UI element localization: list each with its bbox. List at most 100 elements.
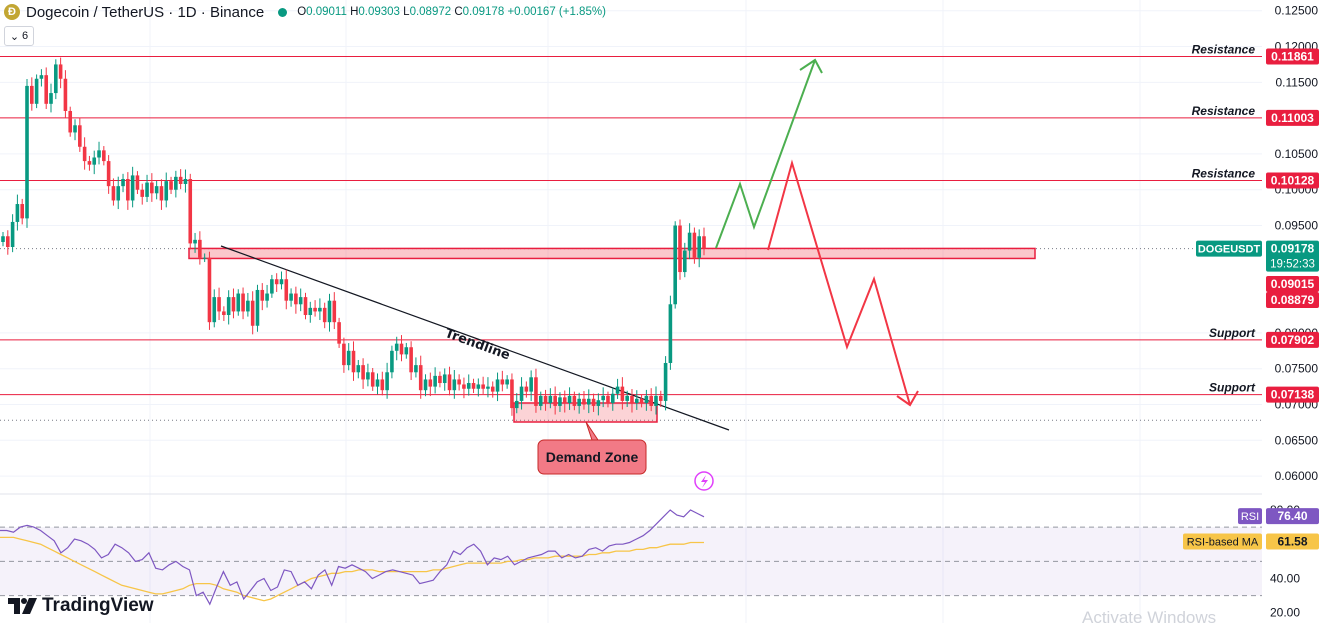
- candle: [289, 288, 293, 307]
- candle-body: [582, 398, 586, 405]
- tradingview-logo[interactable]: TradingView: [8, 595, 154, 617]
- candle: [150, 173, 154, 202]
- candle: [490, 381, 495, 398]
- candle: [519, 377, 524, 410]
- candle: [658, 390, 663, 407]
- candle: [452, 369, 457, 399]
- candle: [457, 374, 461, 391]
- candle-body: [543, 395, 548, 404]
- lightning-icon[interactable]: [694, 471, 714, 491]
- level-price-tag: 0.11861: [1271, 49, 1314, 63]
- candle: [284, 269, 289, 310]
- candle-body: [49, 93, 53, 104]
- candle: [438, 371, 442, 388]
- candle-body: [226, 297, 231, 316]
- candle: [126, 172, 130, 210]
- candle: [20, 198, 25, 225]
- candle: [500, 370, 505, 392]
- candle: [73, 119, 77, 141]
- chevron-down-icon: ⌄: [9, 30, 20, 43]
- candle: [231, 288, 236, 319]
- price-tick-label: 0.12500: [1275, 4, 1319, 18]
- candle-body: [702, 236, 706, 249]
- candle: [298, 288, 303, 312]
- candle: [663, 356, 668, 411]
- collapse-indicators-button[interactable]: ⌄ 6: [4, 26, 34, 46]
- candle-body: [322, 307, 327, 323]
- candle: [337, 317, 341, 348]
- tradingview-mark-icon: [8, 598, 37, 614]
- candle: [135, 171, 140, 195]
- level-price-tag: 0.11003: [1271, 111, 1314, 125]
- candle-body: [591, 398, 596, 406]
- level-price-tag-bg: [1266, 109, 1319, 126]
- candle-body: [428, 379, 433, 387]
- demand-zone-callout: Demand Zone: [537, 421, 647, 475]
- candle-body: [193, 239, 197, 244]
- candle-body: [380, 379, 385, 391]
- level-lines: Resistance Resistance Resistance Support Sup…: [0, 42, 1262, 396]
- rsi-ma-name-tag: RSI-based MA: [1187, 537, 1259, 549]
- candle-body: [423, 379, 428, 391]
- candle: [193, 232, 197, 253]
- candle-body: [668, 304, 673, 363]
- market-open-status-icon: [278, 7, 288, 17]
- candle: [399, 335, 404, 362]
- candle: [423, 374, 428, 397]
- candle: [255, 284, 260, 332]
- candle: [145, 174, 149, 203]
- candle: [82, 137, 87, 170]
- candle-body: [111, 186, 116, 201]
- candle-body: [169, 181, 173, 190]
- candle: [385, 362, 389, 399]
- candle: [140, 183, 145, 205]
- trendline-label: Trendline: [443, 326, 512, 363]
- candle-body: [97, 150, 101, 158]
- candle-body: [620, 386, 625, 401]
- candle-body: [500, 379, 505, 385]
- candle: [366, 363, 370, 387]
- candle-body: [231, 297, 236, 312]
- candle-body: [572, 395, 577, 406]
- candle: [639, 394, 644, 408]
- candle-body: [615, 386, 620, 394]
- level-label: Support: [1209, 326, 1256, 340]
- candle-body: [78, 125, 82, 147]
- candle-body: [673, 225, 677, 305]
- candle: [370, 367, 375, 391]
- candle-body: [342, 343, 346, 366]
- level-price-tag-bg: [1266, 48, 1319, 65]
- candle-body: [10, 221, 15, 247]
- candle-body: [121, 178, 125, 187]
- candle: [476, 378, 481, 397]
- candle: [332, 292, 337, 330]
- candle: [294, 286, 298, 314]
- candle: [428, 372, 433, 397]
- candle: [279, 271, 284, 290]
- rsi-panel: [0, 509, 1262, 606]
- candle: [702, 227, 706, 256]
- candle-body: [87, 161, 92, 165]
- candle-body: [634, 398, 639, 404]
- rsi-ma-name-tag-bg: [1183, 533, 1262, 550]
- symbol-title[interactable]: Dogecoin / TetherUS · 1D · Binance: [26, 3, 265, 21]
- candle-body: [433, 375, 437, 387]
- zone-bottom-price-tag-bg: [1266, 292, 1319, 308]
- candle-body: [34, 78, 39, 104]
- candle-body: [73, 125, 77, 133]
- candle-body: [356, 365, 361, 373]
- candle: [558, 392, 562, 412]
- candle: [164, 172, 169, 208]
- candle-body: [452, 379, 457, 391]
- candle: [375, 373, 380, 395]
- candle: [130, 166, 135, 208]
- rsi-name-tag-bg: [1238, 508, 1262, 525]
- candle-body: [222, 311, 226, 316]
- candle-body: [106, 161, 111, 187]
- candle: [78, 117, 82, 152]
- rsi-value-tag: 76.40: [1277, 509, 1307, 523]
- level-price-tag: 0.10128: [1271, 174, 1315, 188]
- last-price-value: 0.09178: [1271, 242, 1315, 256]
- candle: [54, 59, 58, 100]
